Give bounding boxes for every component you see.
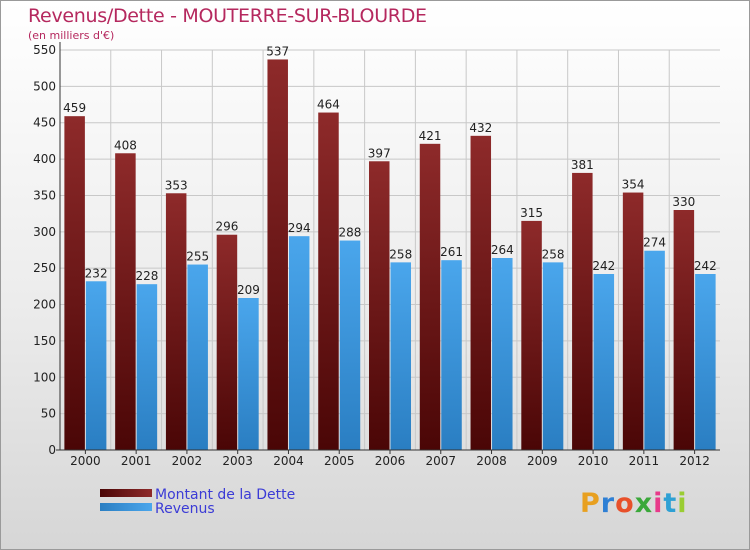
bar-revenus-2000 bbox=[85, 281, 107, 450]
value-label-dette-2002: 353 bbox=[165, 178, 188, 192]
bar-dette-2007 bbox=[419, 143, 441, 450]
legend-swatch-revenus bbox=[100, 503, 152, 511]
bar-revenus-2003 bbox=[238, 298, 259, 450]
y-tick-label: 250 bbox=[33, 261, 56, 275]
bar-dette-2006 bbox=[369, 161, 390, 451]
bar-dette-2008 bbox=[470, 135, 492, 450]
axes: 0 50 100 150 200 250 300 350 400 450 500 550 2000 200… bbox=[33, 42, 720, 468]
x-tick-label: 2011 bbox=[629, 454, 660, 468]
bar-revenus-2008 bbox=[492, 258, 513, 450]
bar-revenus-2010 bbox=[593, 274, 615, 450]
y-tick-label: 500 bbox=[33, 79, 56, 93]
bar-dette-2009 bbox=[521, 220, 542, 450]
chart-unit-label: (en milliers d'€) bbox=[28, 29, 115, 42]
x-tick-label: 2004 bbox=[273, 454, 304, 468]
y-tick-label: 50 bbox=[41, 407, 56, 421]
y-tick-label: 150 bbox=[33, 334, 56, 348]
x-tick-label: 2010 bbox=[578, 454, 609, 468]
value-label-revenus-2006: 258 bbox=[389, 247, 412, 261]
bar-dette-2000 bbox=[64, 116, 85, 450]
x-tick-label: 2008 bbox=[476, 454, 507, 468]
bar-dette-2004 bbox=[267, 59, 288, 451]
x-tick-label: 2002 bbox=[172, 454, 203, 468]
x-tick-label: 2009 bbox=[527, 454, 558, 468]
value-label-revenus-2003: 209 bbox=[237, 283, 260, 297]
logo-letter: r bbox=[600, 488, 616, 519]
bar-dette-2003 bbox=[216, 234, 238, 450]
value-label-dette-2011: 354 bbox=[622, 178, 645, 192]
logo-letter: x bbox=[634, 488, 654, 519]
value-label-revenus-2008: 264 bbox=[491, 243, 514, 257]
logo-letter: t bbox=[663, 488, 678, 519]
x-tick-label: 2001 bbox=[121, 454, 152, 468]
y-tick-label: 350 bbox=[33, 188, 56, 202]
bar-revenus-2002 bbox=[187, 264, 208, 450]
value-label-revenus-2000: 232 bbox=[85, 266, 108, 280]
value-label-revenus-2010: 242 bbox=[592, 259, 615, 273]
value-label-revenus-2001: 228 bbox=[135, 269, 158, 283]
logo-letter: i bbox=[653, 488, 664, 519]
value-label-revenus-2002: 255 bbox=[186, 250, 209, 264]
chart-title: Revenus/Dette - MOUTERRE-SUR-BLOURDE bbox=[28, 5, 427, 27]
bar-dette-2001 bbox=[115, 153, 136, 451]
bar-revenus-2004 bbox=[288, 236, 310, 450]
logo-letter: P bbox=[580, 488, 601, 519]
value-label-revenus-2011: 274 bbox=[643, 236, 666, 250]
bar-revenus-2005 bbox=[339, 240, 361, 450]
y-tick-label: 450 bbox=[33, 116, 56, 130]
value-label-dette-2008: 432 bbox=[469, 121, 492, 135]
x-tick-label: 2003 bbox=[222, 454, 253, 468]
legend-swatch-dette bbox=[100, 489, 152, 497]
bar-dette-2002 bbox=[165, 193, 187, 451]
bar-dette-2012 bbox=[673, 210, 695, 450]
bar-dette-2011 bbox=[622, 192, 644, 450]
x-tick-label: 2006 bbox=[375, 454, 406, 468]
x-tick-label: 2012 bbox=[679, 454, 710, 468]
value-label-revenus-2007: 261 bbox=[440, 245, 463, 259]
value-label-dette-2000: 459 bbox=[63, 101, 86, 115]
y-tick-label: 300 bbox=[33, 225, 56, 239]
logo-letter: o bbox=[615, 488, 635, 519]
y-tick-label: 400 bbox=[33, 152, 56, 166]
x-tick-label: 2005 bbox=[324, 454, 355, 468]
y-tick-label: 550 bbox=[33, 43, 56, 57]
value-label-revenus-2004: 294 bbox=[288, 221, 311, 235]
bar-revenus-2011 bbox=[644, 250, 665, 450]
bar-dette-2010 bbox=[572, 172, 593, 450]
bar-revenus-2012 bbox=[695, 274, 716, 450]
value-label-dette-2012: 330 bbox=[672, 195, 695, 209]
value-label-dette-2005: 464 bbox=[317, 98, 340, 112]
value-label-dette-2009: 315 bbox=[520, 206, 543, 220]
x-tick-label: 2000 bbox=[70, 454, 101, 468]
y-tick-label: 0 bbox=[48, 443, 56, 457]
value-label-revenus-2012: 242 bbox=[694, 259, 717, 273]
data-labels: 459 232 408 228 353 255 296 209 537 294 464 288 397 2… bbox=[63, 44, 717, 297]
y-tick-label: 100 bbox=[33, 370, 56, 384]
bar-revenus-2009 bbox=[542, 262, 564, 450]
value-label-dette-2004: 537 bbox=[266, 44, 289, 58]
bar-revenus-2007 bbox=[441, 260, 462, 450]
value-label-dette-2010: 381 bbox=[571, 158, 594, 172]
logo-letter: i bbox=[677, 488, 688, 519]
legend-label-dette: Montant de la Dette bbox=[155, 487, 295, 503]
bars bbox=[64, 59, 716, 451]
value-label-revenus-2009: 258 bbox=[542, 247, 565, 261]
y-tick-label: 200 bbox=[33, 298, 56, 312]
value-label-revenus-2005: 288 bbox=[339, 226, 362, 240]
bar-dette-2005 bbox=[318, 112, 339, 450]
value-label-dette-2003: 296 bbox=[215, 220, 238, 234]
value-label-dette-2001: 408 bbox=[114, 138, 137, 152]
legend-label-revenus: Revenus bbox=[155, 501, 215, 517]
proxiti-logo: Proxiti bbox=[580, 488, 688, 519]
bar-revenus-2001 bbox=[136, 284, 158, 450]
value-label-dette-2007: 421 bbox=[419, 129, 442, 143]
x-tick-label: 2007 bbox=[425, 454, 456, 468]
bar-revenus-2006 bbox=[390, 262, 411, 450]
value-label-dette-2006: 397 bbox=[368, 146, 391, 160]
